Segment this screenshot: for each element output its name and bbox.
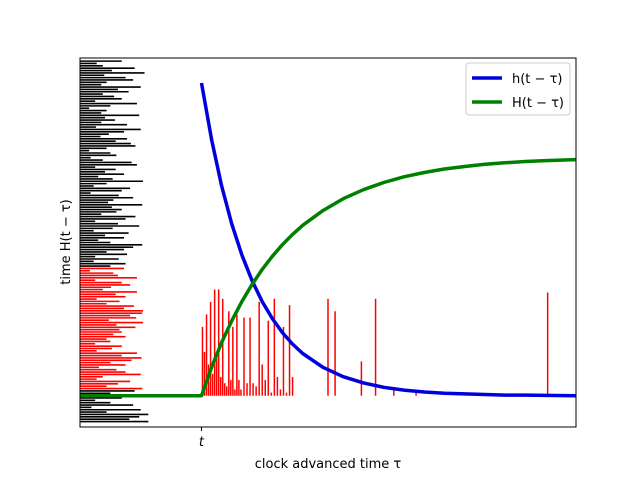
- x-tick-label: t: [199, 435, 205, 450]
- series-line-H: [80, 157, 577, 398]
- x-axis-label: clock advanced time τ: [255, 457, 402, 472]
- x-ticks-group: t: [199, 427, 205, 450]
- legend-entry: H(t − τ): [512, 96, 564, 111]
- plot-frame: [79, 57, 577, 428]
- legend: h(t − τ) H(t − τ): [465, 62, 571, 116]
- legend-entry: h(t − τ): [512, 72, 562, 87]
- series-line-h: [199, 82, 577, 398]
- left-bars-group: [80, 60, 149, 423]
- y-axis-label: time H(t − τ): [59, 199, 74, 285]
- series-group: [80, 82, 577, 398]
